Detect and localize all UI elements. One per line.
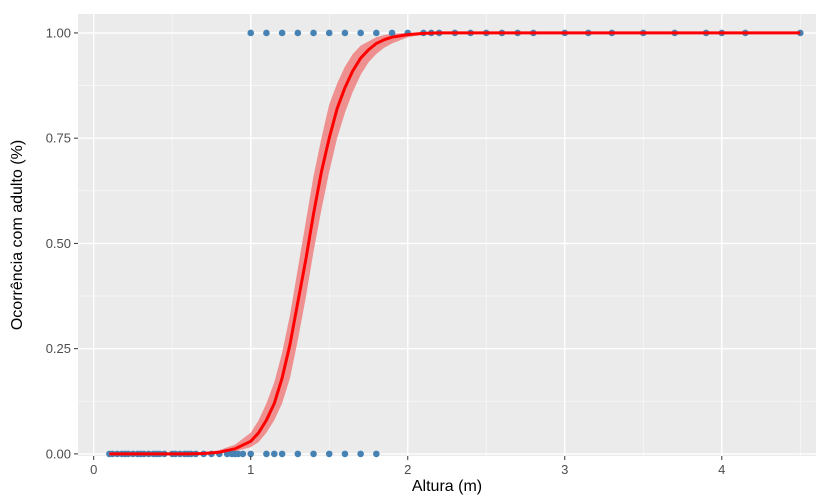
point-y1 bbox=[294, 29, 302, 37]
y-axis: 0.00 0.25 0.50 0.75 1.00 bbox=[46, 25, 78, 461]
y-tick-label: 0.75 bbox=[46, 131, 71, 146]
plot-panel bbox=[78, 14, 816, 456]
x-axis: 0 1 2 3 4 bbox=[90, 456, 725, 477]
point-y0 bbox=[294, 450, 302, 458]
point-y1 bbox=[357, 29, 364, 37]
x-tick-label: 3 bbox=[561, 462, 568, 477]
point-y1 bbox=[373, 29, 380, 37]
x-tick-label: 1 bbox=[247, 462, 254, 477]
point-y0 bbox=[341, 450, 349, 458]
x-tick-label: 2 bbox=[404, 462, 411, 477]
point-y1 bbox=[278, 29, 286, 37]
point-y0 bbox=[357, 450, 364, 458]
point-y1 bbox=[310, 29, 317, 37]
y-tick-label: 0.50 bbox=[46, 236, 71, 251]
y-tick-label: 0.00 bbox=[46, 446, 71, 461]
y-axis-title: Ocorrência com adulto (%) bbox=[9, 140, 26, 330]
point-y0 bbox=[325, 450, 333, 458]
y-tick-label: 0.25 bbox=[46, 341, 71, 356]
point-y0 bbox=[247, 450, 255, 458]
point-y0 bbox=[263, 450, 270, 458]
point-y0 bbox=[270, 450, 278, 458]
point-y0 bbox=[234, 450, 242, 458]
point-y1 bbox=[247, 29, 255, 37]
point-y0 bbox=[373, 450, 380, 458]
point-y0 bbox=[239, 450, 247, 458]
y-tick-label: 1.00 bbox=[46, 25, 71, 40]
x-tick-label: 0 bbox=[90, 462, 97, 477]
point-y1 bbox=[388, 29, 396, 37]
grid-minor bbox=[78, 14, 816, 456]
grid-major bbox=[78, 14, 816, 456]
point-y0 bbox=[310, 450, 317, 458]
point-y0 bbox=[278, 450, 286, 458]
x-axis-title: Altura (m) bbox=[412, 478, 482, 495]
point-y1 bbox=[341, 29, 349, 37]
point-y1 bbox=[263, 29, 270, 37]
fit-line bbox=[109, 31, 801, 456]
point-y1 bbox=[325, 29, 333, 37]
x-tick-label: 4 bbox=[718, 462, 725, 477]
